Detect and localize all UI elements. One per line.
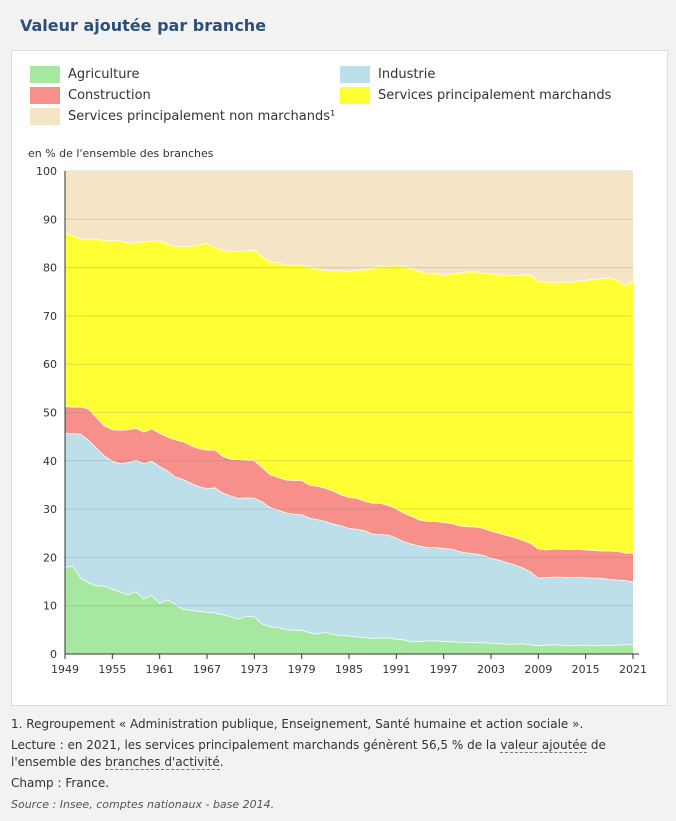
y-tick-label: 80 <box>43 262 57 275</box>
y-tick-label: 20 <box>43 551 57 564</box>
area-services_non_marchands[interactable] <box>65 171 633 286</box>
champ-note: Champ : France. <box>11 776 110 790</box>
footnote-1: 1. Regroupement « Administration publiqu… <box>11 717 584 731</box>
y-tick-label: 40 <box>43 455 57 468</box>
y-axis-label: en % de l'ensemble des branches <box>28 147 214 160</box>
y-tick-label: 30 <box>43 503 57 516</box>
legend-item-agriculture[interactable]: Agriculture <box>30 66 140 83</box>
legend-label-services-marchands: Services principalement marchands <box>378 88 612 103</box>
x-tick-label: 1961 <box>146 663 174 676</box>
stacked-area-chart: en % de l'ensemble des branches 0 10 20 30 4… <box>28 147 647 676</box>
y-tick-label: 10 <box>43 600 57 613</box>
y-tick-label: 0 <box>50 648 57 661</box>
chart-notes: 1. Regroupement « Administration publiqu… <box>11 716 671 817</box>
legend-item-services-non-marchands[interactable]: Services principalement non marchands¹ <box>30 108 335 125</box>
y-tick-label: 50 <box>43 407 57 420</box>
x-tick-label: 1955 <box>98 663 126 676</box>
y-tick-label: 60 <box>43 358 57 371</box>
legend-swatch-industrie <box>340 66 370 83</box>
x-tick-label: 1973 <box>240 663 268 676</box>
x-tick-label: 2021 <box>619 663 647 676</box>
legend-item-industrie[interactable]: Industrie <box>340 66 435 83</box>
legend-swatch-agriculture <box>30 66 60 83</box>
x-tick-label: 1979 <box>288 663 316 676</box>
x-tick-label: 2009 <box>524 663 552 676</box>
legend-item-construction[interactable]: Construction <box>30 87 151 104</box>
axes: 0 10 20 30 40 50 60 70 80 90 100 1949 1955 1961 1967 19… <box>36 165 647 676</box>
y-tick-label: 100 <box>36 165 57 178</box>
chart-panel: Agriculture Industrie Construction Servi… <box>11 50 668 706</box>
x-tick-label: 2015 <box>572 663 600 676</box>
source-note: Source : Insee, comptes nationaux - base… <box>11 798 275 811</box>
legend-label-construction: Construction <box>68 88 151 103</box>
lecture-suffix: . <box>219 755 224 769</box>
lecture-mid: de l'ensemble des <box>11 738 606 769</box>
x-tick-label: 2003 <box>477 663 505 676</box>
page-title: Valeur ajoutée par branche <box>20 16 267 35</box>
x-tick-label: 1985 <box>335 663 363 676</box>
area-layers <box>64 170 634 654</box>
lecture-note: Lecture : en 2021, les services principa… <box>11 737 671 771</box>
branches-activite-link[interactable]: branches d'activité <box>105 755 220 770</box>
x-tick-label: 1991 <box>382 663 410 676</box>
legend-label-agriculture: Agriculture <box>68 67 140 82</box>
legend-item-services-marchands[interactable]: Services principalement marchands <box>340 87 611 104</box>
x-tick-label: 1997 <box>430 663 458 676</box>
area-industrie[interactable] <box>65 433 633 646</box>
area-agriculture[interactable] <box>65 565 633 654</box>
area-services_marchands[interactable] <box>65 232 633 554</box>
y-tick-label: 70 <box>43 310 57 323</box>
legend-swatch-construction <box>30 87 60 104</box>
valeur-ajoutee-link[interactable]: valeur ajoutée <box>500 738 588 753</box>
legend-label-industrie: Industrie <box>378 67 436 82</box>
legend-label-services-non-marchands: Services principalement non marchands¹ <box>68 109 336 124</box>
x-tick-label: 1949 <box>51 663 79 676</box>
grid-lines <box>65 170 633 607</box>
legend-swatch-services-non-marchands <box>30 108 60 125</box>
x-tick-label: 1967 <box>193 663 221 676</box>
lecture-prefix: Lecture : en 2021, les services principa… <box>11 738 501 752</box>
legend-swatch-services-marchands <box>340 87 370 104</box>
y-tick-label: 90 <box>43 213 57 226</box>
